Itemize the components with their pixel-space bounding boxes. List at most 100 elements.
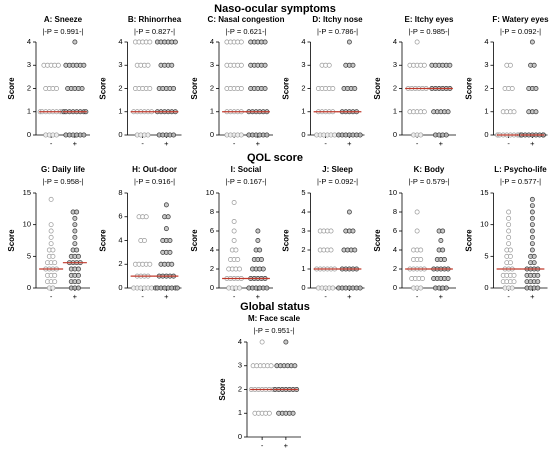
y-tick-label: 2 <box>301 83 305 92</box>
data-point <box>165 214 171 220</box>
y-tick-label: 8 <box>210 207 214 216</box>
data-point <box>54 86 59 91</box>
x-tick-label: - <box>324 292 327 301</box>
data-point <box>169 62 175 68</box>
data-point <box>350 228 356 234</box>
data-point <box>506 222 512 228</box>
data-point <box>283 339 289 345</box>
y-tick-label: 6 <box>210 226 214 235</box>
y-tick-label: 0 <box>238 432 242 441</box>
data-point <box>531 62 537 68</box>
x-tick-label: + <box>439 292 444 301</box>
y-tick-label: 4 <box>118 235 122 244</box>
data-point <box>76 279 81 285</box>
y-tick-label: 2 <box>118 83 122 92</box>
data-point <box>440 247 446 253</box>
y-tick-label: 2 <box>484 83 488 92</box>
panel-title: H: Out-door <box>132 165 177 174</box>
y-tick-label: 1 <box>210 107 214 116</box>
data-point <box>268 363 274 369</box>
y-tick-label: 3 <box>393 60 397 69</box>
section-title: QOL score <box>247 152 303 164</box>
data-point <box>509 285 515 291</box>
data-point <box>163 226 169 232</box>
data-point <box>332 132 338 138</box>
x-tick-label: - <box>261 441 264 450</box>
data-point <box>418 247 424 253</box>
y-axis-label: Score <box>7 229 16 252</box>
data-point <box>443 285 449 291</box>
data-point <box>231 238 237 243</box>
p-value: |-P = 0.916-| <box>134 177 175 186</box>
data-point <box>506 228 512 234</box>
panel-title: K: Body <box>414 165 445 174</box>
y-tick-label: 4 <box>210 245 214 254</box>
data-point <box>529 209 535 215</box>
y-tick-label: 4 <box>484 37 488 46</box>
data-point <box>237 266 242 272</box>
y-tick-label: 2 <box>210 264 214 273</box>
data-point <box>533 86 539 91</box>
y-tick-label: 5 <box>27 251 31 260</box>
y-tick-label: 4 <box>393 37 397 46</box>
data-point <box>259 257 264 262</box>
data-point <box>420 276 425 281</box>
data-point <box>172 39 178 45</box>
y-tick-label: 10 <box>480 220 488 229</box>
data-point <box>421 62 427 68</box>
data-point <box>76 272 81 278</box>
y-tick-label: 2 <box>27 83 31 92</box>
y-tick-label: 3 <box>27 60 31 69</box>
data-point <box>352 86 358 91</box>
p-value: |-P = 0.827-| <box>134 27 175 36</box>
data-point <box>52 260 58 266</box>
data-point <box>74 209 80 215</box>
p-value: |-P = 0.579-| <box>408 177 449 186</box>
y-tick-label: 8 <box>393 207 397 216</box>
y-tick-label: 0 <box>210 283 214 292</box>
data-point <box>76 285 81 291</box>
panel-title: G: Daily life <box>41 165 86 174</box>
panel-title: B: Rhinorrhea <box>128 15 182 24</box>
y-tick-label: 2 <box>210 83 214 92</box>
data-point <box>511 109 517 115</box>
y-axis-label: Score <box>373 77 382 100</box>
data-point <box>171 132 177 138</box>
y-tick-label: 0 <box>210 130 214 139</box>
y-tick-label: 5 <box>301 188 305 197</box>
data-point <box>533 109 539 115</box>
data-point <box>507 62 513 68</box>
data-point <box>169 261 175 267</box>
data-point <box>507 247 513 253</box>
data-point <box>445 276 451 281</box>
data-point <box>264 132 270 138</box>
y-axis-label: Score <box>7 77 16 100</box>
y-tick-label: 2 <box>393 264 397 273</box>
y-tick-label: 4 <box>301 207 305 216</box>
data-point <box>535 279 541 285</box>
data-point <box>76 266 81 272</box>
y-tick-label: 2 <box>238 384 242 393</box>
panel-title: E: Itchy eyes <box>405 15 454 24</box>
x-tick-label: + <box>284 441 289 450</box>
y-tick-label: 4 <box>301 37 305 46</box>
x-tick-label: - <box>416 139 419 148</box>
data-point <box>238 86 244 91</box>
data-point <box>147 86 153 91</box>
y-axis-label: Score <box>282 229 291 252</box>
data-point <box>50 247 56 253</box>
data-point <box>55 62 61 68</box>
panel-title: D: Itchy nose <box>312 15 363 24</box>
data-point <box>72 234 78 240</box>
p-value: |-P = 0.958-| <box>42 177 83 186</box>
data-point <box>50 285 56 291</box>
x-tick-label: - <box>50 139 53 148</box>
data-point <box>163 202 169 208</box>
y-axis-label: Score <box>373 229 382 252</box>
data-point <box>511 279 517 285</box>
x-tick-label: + <box>256 292 261 301</box>
data-point <box>237 285 242 291</box>
data-point <box>529 241 535 247</box>
y-tick-label: 6 <box>393 226 397 235</box>
data-point <box>414 228 420 234</box>
